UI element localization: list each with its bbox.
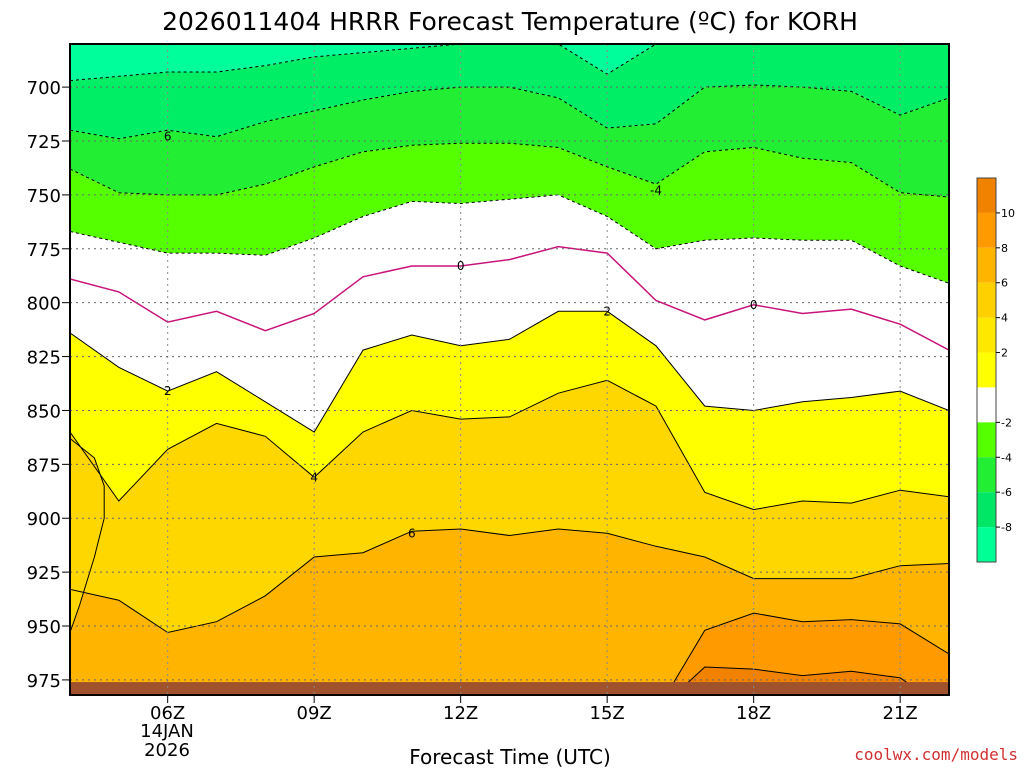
colorbar-cell-4 [977, 317, 996, 353]
colorbar-frame [976, 177, 997, 563]
colorbar-cell-2 [977, 247, 996, 283]
ytick-label-775: 775 [27, 240, 61, 261]
ytick-label-725: 725 [27, 132, 61, 153]
xtick-label-15Z: 15Z [590, 703, 625, 724]
isotherm-plus10 [673, 666, 926, 695]
contour-label-2: 0 [457, 259, 465, 273]
colorbar-cell-9 [977, 492, 996, 528]
contour-label-4: 2 [603, 304, 611, 318]
isotherm-plus8 [665, 612, 949, 695]
x-axis: 06Z 09Z 12Z 15Z 18Z 21Z [150, 695, 918, 724]
colorbar-label-3: 4 [1001, 312, 1008, 325]
colorbar-cell-0 [977, 178, 996, 213]
colorbar-label-4: 2 [1001, 347, 1008, 360]
contour-label-5: 2 [164, 384, 172, 398]
band-plus6-plus8 [70, 529, 949, 695]
contour-label-3: 0 [750, 298, 758, 312]
colorbar-cell-5 [977, 352, 996, 388]
isotherm-zero [70, 245, 949, 351]
colorbar-label-2: 6 [1001, 277, 1008, 290]
contour-label-1: -4 [650, 184, 662, 198]
chart-title: 2026011404 HRRR Forecast Temperature (ºC… [162, 7, 858, 36]
isotherm-minus6 [70, 142, 949, 198]
ytick-label-700: 700 [27, 78, 61, 99]
plot-frame [69, 43, 950, 696]
ytick-label-800: 800 [27, 294, 61, 315]
isotherm-minus10 [70, 44, 949, 82]
ytick-label-975: 975 [27, 671, 61, 692]
x-axis-title: Forecast Time (UTC) [409, 745, 611, 768]
isotherm-minus4 [70, 194, 949, 284]
ground-strip [70, 682, 949, 695]
band-plus4-plus6 [70, 380, 949, 633]
isotherm-plus4 [70, 379, 949, 511]
plot-area: 6 -4 0 0 2 2 4 6 [69, 43, 950, 696]
x-sublabel-date: 14JAN [140, 721, 194, 742]
colorbar-label-1: 8 [1001, 242, 1008, 255]
color-scale: 10 8 6 4 2 -2 -4 -6 -8 [976, 177, 1015, 563]
isotherm-plus2 [70, 310, 949, 433]
colorbar-label-6: -4 [1001, 451, 1012, 464]
warm-pocket-left [70, 437, 105, 633]
ytick-label-900: 900 [27, 509, 61, 530]
xtick-label-21Z: 21Z [883, 703, 918, 724]
contour-label-7: 6 [408, 526, 416, 540]
ytick-label-825: 825 [27, 348, 61, 369]
colorbar-label-0: 10 [1001, 207, 1015, 220]
credit-text: coolwx.com/models [854, 745, 1018, 764]
ytick-label-750: 750 [27, 186, 61, 207]
contour-label-6: 4 [310, 470, 318, 484]
band-minus6-minus4 [70, 143, 949, 284]
ytick-label-950: 950 [27, 617, 61, 638]
band-minus10-minus8 [70, 44, 949, 139]
xtick-label-09Z: 09Z [297, 703, 332, 724]
x-sublabel-year: 2026 [144, 740, 190, 761]
ytick-label-875: 875 [27, 455, 61, 476]
colorbar-cell-8 [977, 457, 996, 493]
xtick-label-06Z: 06Z [150, 703, 185, 724]
colorbar-cell-7 [977, 422, 996, 458]
colorbar-cell-6 [977, 387, 996, 423]
ytick-label-925: 925 [27, 563, 61, 584]
isotherm-plus6 [70, 528, 949, 634]
temperature-fields [70, 44, 949, 695]
band-minus4-plus2 [70, 194, 949, 432]
colorbar-cell-10 [977, 527, 996, 562]
xtick-label-12Z: 12Z [443, 703, 478, 724]
contour-label-0: 6 [164, 130, 172, 144]
gridlines [70, 44, 949, 695]
y-axis: 700 725 750 775 800 825 850 875 900 925 950 975 [27, 78, 70, 692]
colorbar-label-5: -2 [1001, 416, 1012, 429]
xtick-label-18Z: 18Z [736, 703, 771, 724]
colorbar-label-8: -8 [1001, 521, 1012, 534]
colorbar-label-7: -6 [1001, 486, 1012, 499]
colorbar-cell-1 [977, 212, 996, 248]
ytick-label-850: 850 [27, 401, 61, 422]
colorbar-cell-3 [977, 282, 996, 318]
band-below-minus10 [70, 44, 949, 81]
